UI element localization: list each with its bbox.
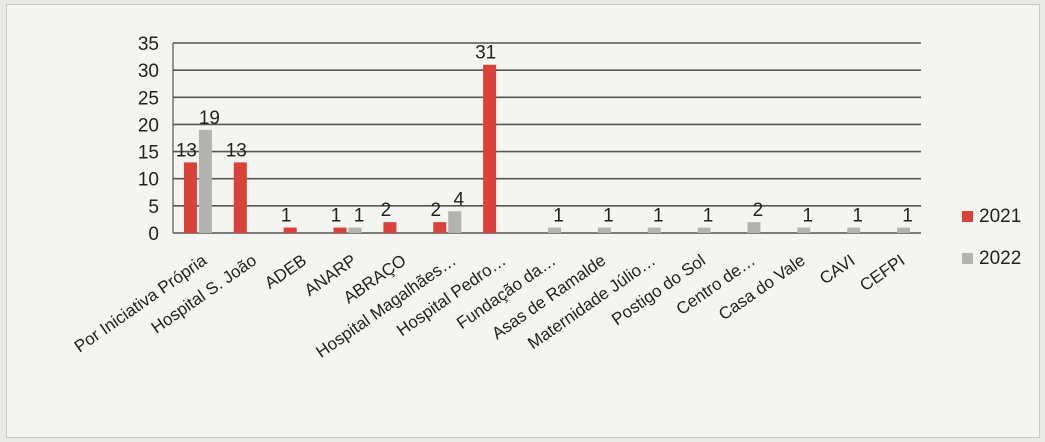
bar-2022-12 [797,227,811,233]
y-tick-label: 25 [138,88,159,109]
y-tick-label: 5 [148,197,159,218]
bar-2022-10 [697,227,711,233]
data-label: 19 [199,108,220,129]
bar-2022-11 [747,222,761,233]
data-label: 1 [703,206,714,227]
y-tick-label: 35 [138,34,159,55]
data-label: 1 [281,206,292,227]
data-label: 1 [803,206,814,227]
bar-2021-1 [233,162,247,233]
y-tick-label: 10 [138,170,159,191]
data-label: 1 [653,206,664,227]
bar-2022-14 [897,227,911,233]
x-tick-label: Casa do Vale [715,251,808,324]
bar-2022-5 [448,211,462,233]
data-label: 1 [331,206,342,227]
y-tick-label: 20 [138,115,159,136]
data-label: 13 [176,140,197,161]
bar-2022-9 [647,227,661,233]
y-tick-label: 30 [138,61,159,82]
legend-label: 2022 [979,248,1021,269]
data-label: 4 [453,189,464,210]
x-tick-label: CAVI [816,251,858,289]
bar-2021-0 [183,162,197,233]
bar-2022-3 [348,227,362,233]
data-label: 1 [852,206,863,227]
x-tick-label: CEFPI [856,251,908,295]
data-label: 1 [902,206,913,227]
bar-2022-13 [847,227,861,233]
bar-2021-4 [383,222,397,233]
y-tick-label: 0 [148,224,159,245]
bar-2022-8 [597,227,611,233]
data-label: 1 [553,206,564,227]
bar-2022-0 [198,129,212,233]
y-tick-label: 15 [138,143,159,164]
chart-frame: 0 5 10 15 20 25 30 35 Por Iniciativa Própria Hos… [6,4,1040,438]
data-label: 2 [430,200,441,221]
data-label: 1 [603,206,614,227]
bar-2021-6 [483,64,497,233]
data-label: 31 [475,43,496,64]
data-label: 2 [381,200,392,221]
bar-2021-3 [333,227,347,233]
data-label: 1 [354,206,365,227]
data-label: 2 [753,200,764,221]
bar-2021-5 [433,222,447,233]
legend-swatch-2021 [962,211,973,222]
bar-2021-2 [283,227,297,233]
legend-swatch-2022 [962,253,973,264]
bar-2022-7 [548,227,561,233]
data-label: 13 [226,140,247,161]
legend-label: 2021 [979,206,1021,227]
